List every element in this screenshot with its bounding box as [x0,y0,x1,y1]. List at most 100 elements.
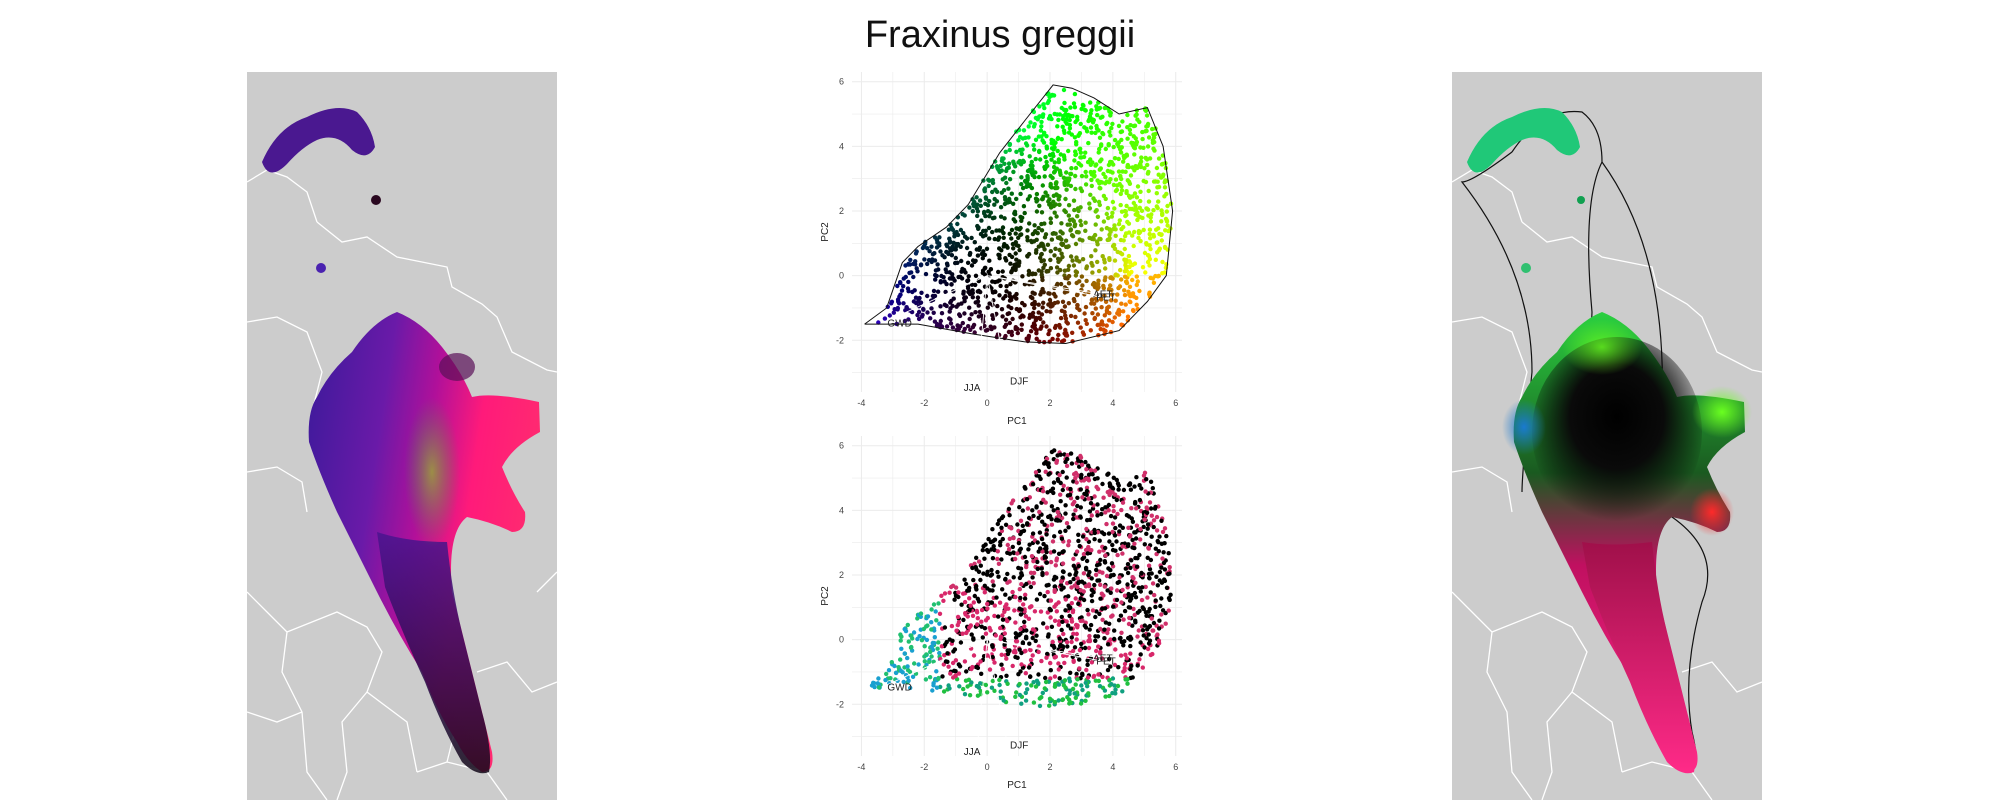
data-point [1004,673,1009,678]
data-point [1142,542,1147,547]
data-point [1059,105,1064,111]
data-point [964,236,970,241]
green-top-right [1562,319,1642,375]
data-point [1125,112,1130,118]
data-point [876,676,881,681]
data-point [1048,615,1053,620]
data-point [962,311,967,316]
data-point [1020,641,1026,646]
data-point [1158,603,1163,609]
data-point [953,585,959,590]
data-point [1132,168,1137,173]
data-point [947,686,952,691]
data-point [1140,585,1145,590]
data-point [913,295,919,300]
data-point [1121,643,1126,648]
data-point [902,651,907,656]
right-map-panel [1452,72,1762,800]
data-point [1045,589,1050,595]
y-tick-label: 2 [839,206,844,216]
data-point [1050,175,1055,181]
data-point [1120,689,1125,694]
data-point [893,670,899,676]
data-point [1083,169,1088,175]
data-point [1025,168,1031,174]
data-point [1096,278,1101,283]
data-point [1013,620,1018,625]
data-point [1130,308,1136,313]
data-point [1041,265,1046,270]
data-point [1145,646,1151,652]
data-point [1054,214,1059,219]
data-point [1113,177,1119,182]
data-point [1122,608,1128,614]
data-point [1128,173,1134,178]
data-point [1020,508,1025,513]
data-point [990,588,995,593]
data-point [1067,222,1072,227]
data-point [1080,257,1086,262]
data-point [1157,578,1162,583]
data-point [1149,616,1154,621]
data-point [1139,486,1144,491]
data-point [1141,524,1146,530]
data-point [1088,125,1094,130]
data-point [995,521,1000,527]
data-point [906,678,911,683]
data-point [951,675,956,680]
data-point [932,319,938,324]
data-point [1000,617,1006,622]
data-point [979,619,984,624]
data-point [1036,310,1041,315]
data-point [1096,268,1102,274]
data-point [1121,487,1127,493]
data-point [1165,223,1170,228]
data-point [1066,148,1071,154]
data-point [1153,257,1158,262]
data-point [1130,623,1135,628]
data-point [1020,523,1025,528]
data-point [1132,261,1138,266]
data-point [1025,687,1030,692]
data-point [1098,179,1103,185]
data-point [956,590,961,595]
data-point [1095,214,1101,219]
data-point [1147,227,1153,232]
data-point [1108,113,1113,118]
data-point [1112,315,1117,320]
data-point [1027,221,1032,226]
data-point [1085,658,1090,663]
data-point [995,549,1000,554]
data-point [1056,197,1061,202]
data-point [1153,598,1158,603]
data-point [1137,497,1143,503]
data-point [1072,158,1077,163]
data-point [925,614,931,619]
data-point [1112,156,1118,161]
data-point [1006,547,1012,552]
data-point [1123,302,1128,307]
data-point [1132,229,1137,235]
data-point [1080,687,1085,693]
data-point [1134,475,1139,480]
data-point [1009,270,1014,275]
data-point [1063,608,1068,613]
data-point [1159,219,1164,224]
data-point [1123,263,1128,268]
data-point [1105,642,1111,647]
data-point [960,320,965,326]
data-point [975,213,980,219]
data-point [1022,303,1027,308]
data-point [1016,672,1021,677]
data-point [1086,612,1091,617]
data-point [970,295,975,300]
data-point [953,255,958,261]
data-point [884,671,889,677]
data-point [1138,198,1143,204]
data-point [1049,624,1055,629]
data-point [1092,468,1098,473]
data-point [965,278,970,284]
data-point [1066,267,1071,272]
data-point [982,583,987,588]
